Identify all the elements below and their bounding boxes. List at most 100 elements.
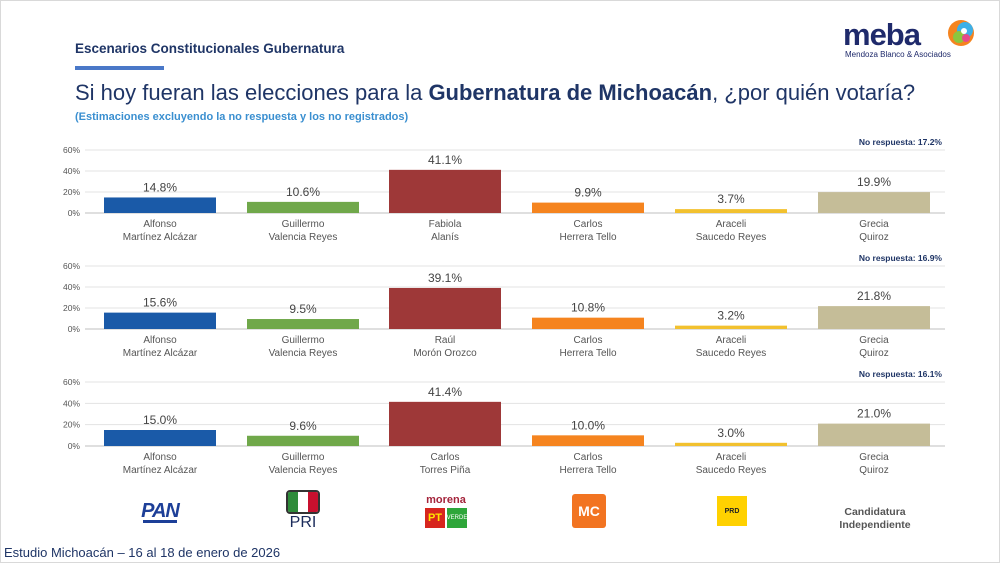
y-tick-label: 20% bbox=[63, 420, 80, 430]
data-label: 21.0% bbox=[857, 407, 891, 421]
y-tick-label: 60% bbox=[63, 377, 80, 387]
data-label: 10.8% bbox=[571, 301, 605, 315]
bar bbox=[532, 435, 644, 446]
data-label: 41.4% bbox=[428, 385, 462, 399]
independiente-label: Candidatura Independiente bbox=[839, 498, 910, 540]
bar bbox=[247, 201, 359, 213]
bar bbox=[104, 430, 216, 446]
mc-logo-box: MC bbox=[572, 494, 606, 528]
candidate-last-name: Quiroz bbox=[859, 348, 888, 359]
y-tick-label: 60% bbox=[63, 145, 80, 155]
question-text-bold: Gubernatura de Michoacán bbox=[428, 80, 713, 105]
candidate-first-name: Grecia bbox=[859, 335, 889, 346]
prd-logo-box: PRD bbox=[717, 496, 747, 526]
y-tick-label: 0% bbox=[68, 208, 81, 218]
candidate-last-name: Martínez Alcázar bbox=[123, 348, 198, 359]
logo-mark-icon bbox=[948, 20, 974, 46]
candidate-last-name: Martínez Alcázar bbox=[123, 465, 198, 476]
bar-charts: 0% 20% 40% 60% No respuesta: 17.2% 14.8% Alfon… bbox=[63, 137, 945, 476]
data-label: 9.5% bbox=[289, 302, 317, 316]
pt-logo: PT bbox=[425, 508, 445, 528]
no-response-label: No respuesta: 17.2% bbox=[859, 137, 943, 147]
candidate-first-name: Guillermo bbox=[282, 219, 325, 230]
bar bbox=[532, 317, 644, 329]
pri-logo-flag bbox=[286, 490, 320, 514]
candidate-last-name: Torres Piña bbox=[420, 465, 471, 476]
candidate-last-name: Morón Orozco bbox=[413, 348, 477, 359]
y-tick-label: 0% bbox=[68, 441, 81, 451]
footer-study-info: Estudio Michoacán – 16 al 18 de enero de… bbox=[4, 545, 281, 560]
candidate-last-name: Quiroz bbox=[859, 232, 888, 243]
candidate-last-name: Valencia Reyes bbox=[269, 348, 338, 359]
bar bbox=[104, 312, 216, 329]
bar bbox=[818, 306, 930, 329]
pri-logo-text: PRI bbox=[289, 514, 317, 531]
data-label: 15.6% bbox=[143, 296, 177, 310]
candidate-last-name: Quiroz bbox=[859, 465, 888, 476]
data-label: 3.7% bbox=[717, 192, 745, 206]
data-label: 41.1% bbox=[428, 153, 462, 167]
y-tick-label: 0% bbox=[68, 324, 81, 334]
verde-logo: VERDE bbox=[447, 508, 467, 528]
candidate-first-name: Guillermo bbox=[282, 452, 325, 463]
party-logos-row: PAN PRI morena PT VERDE MC PRD Candidatu… bbox=[0, 490, 1000, 535]
data-label: 3.2% bbox=[717, 309, 745, 323]
candidate-last-name: Valencia Reyes bbox=[269, 465, 338, 476]
candidate-last-name: Saucedo Reyes bbox=[696, 232, 767, 243]
candidate-last-name: Herrera Tello bbox=[559, 465, 616, 476]
independiente-text: Candidatura Independiente bbox=[839, 506, 911, 531]
bar bbox=[104, 197, 216, 213]
survey-subtitle: (Estimaciones excluyendo la no respuesta… bbox=[75, 111, 409, 123]
data-label: 10.6% bbox=[286, 185, 320, 199]
survey-question: Si hoy fueran las elecciones para la Gub… bbox=[75, 80, 915, 106]
pri-logo: PRI bbox=[273, 490, 333, 532]
candidate-first-name: Carlos bbox=[431, 452, 460, 463]
candidate-first-name: Araceli bbox=[716, 452, 747, 463]
pan-logo-underline bbox=[143, 519, 177, 523]
y-tick-label: 20% bbox=[63, 303, 80, 313]
morena-pt-verde-logo: morena PT VERDE bbox=[416, 490, 476, 532]
bar bbox=[247, 319, 359, 329]
data-label: 21.8% bbox=[857, 289, 891, 303]
y-tick-label: 40% bbox=[63, 282, 80, 292]
data-label: 39.1% bbox=[428, 271, 462, 285]
candidate-first-name: Alfonso bbox=[143, 452, 177, 463]
bar bbox=[247, 435, 359, 446]
question-text-pre: Si hoy fueran las elecciones para la bbox=[75, 80, 429, 105]
bar bbox=[675, 325, 787, 329]
data-label: 9.9% bbox=[574, 186, 602, 200]
meba-logo: meba Mendoza Blanco & Asociados bbox=[843, 18, 983, 62]
candidate-last-name: Alanís bbox=[431, 232, 459, 243]
bar bbox=[389, 287, 501, 329]
candidate-last-name: Valencia Reyes bbox=[269, 232, 338, 243]
bar bbox=[675, 442, 787, 446]
question-text-post: , ¿por quién votaría? bbox=[712, 80, 916, 105]
morena-logo-text: morena bbox=[426, 494, 466, 506]
bar bbox=[532, 202, 644, 213]
pan-logo-text: PAN bbox=[141, 499, 180, 522]
logo-subtitle: Mendoza Blanco & Asociados bbox=[845, 50, 951, 59]
candidate-first-name: Alfonso bbox=[143, 335, 177, 346]
candidate-first-name: Fabiola bbox=[429, 219, 462, 230]
y-tick-label: 40% bbox=[63, 166, 80, 176]
candidate-last-name: Saucedo Reyes bbox=[696, 465, 767, 476]
candidate-last-name: Saucedo Reyes bbox=[696, 348, 767, 359]
y-tick-label: 60% bbox=[63, 261, 80, 271]
bar bbox=[675, 209, 787, 213]
candidate-first-name: Carlos bbox=[574, 452, 603, 463]
candidate-last-name: Herrera Tello bbox=[559, 348, 616, 359]
candidate-first-name: Carlos bbox=[574, 219, 603, 230]
data-label: 9.6% bbox=[289, 419, 317, 433]
bar bbox=[818, 423, 930, 446]
prd-logo: PRD bbox=[702, 490, 762, 532]
no-response-label: No respuesta: 16.9% bbox=[859, 253, 943, 263]
candidate-last-name: Martínez Alcázar bbox=[123, 232, 198, 243]
candidate-last-name: Herrera Tello bbox=[559, 232, 616, 243]
logo-word: meba bbox=[843, 17, 921, 52]
data-label: 14.8% bbox=[143, 180, 177, 194]
mc-logo: MC bbox=[559, 490, 619, 532]
candidate-first-name: Grecia bbox=[859, 219, 889, 230]
bar bbox=[818, 192, 930, 213]
data-label: 3.0% bbox=[717, 426, 745, 440]
y-tick-label: 20% bbox=[63, 187, 80, 197]
